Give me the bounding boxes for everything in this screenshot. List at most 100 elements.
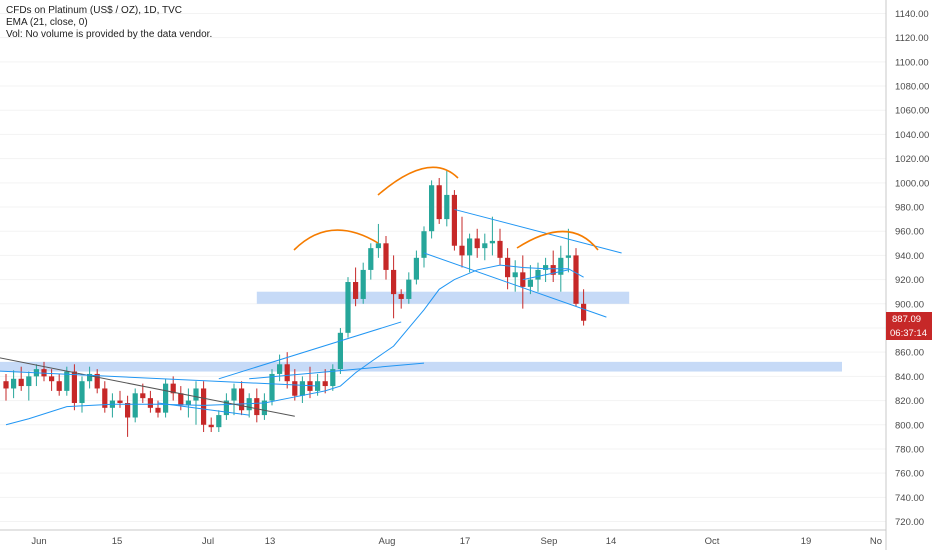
candle-body <box>26 376 32 387</box>
candle-body <box>474 238 480 249</box>
x-tick-label: 14 <box>606 536 617 547</box>
candle <box>474 228 480 258</box>
candle-body <box>87 373 93 382</box>
candle-body <box>375 243 381 249</box>
candle <box>26 371 32 401</box>
price-axis[interactable]: 1140.00 1120.00 1100.00 1080.00 1060.00 1040.… <box>895 9 929 528</box>
y-tick-label: 800.00 <box>895 420 924 431</box>
candle <box>231 383 237 416</box>
time-axis[interactable]: Jun 15 Jul 13 Aug 17 Sep 14 Oct 19 No <box>31 536 882 547</box>
candle-body <box>383 243 389 270</box>
y-tick-label: 1040.00 <box>895 130 929 141</box>
candle-body <box>239 388 245 411</box>
candle-body <box>421 231 427 258</box>
candle-body <box>489 240 495 244</box>
candle-body <box>132 393 138 418</box>
candle-body <box>155 407 161 413</box>
y-tick-label: 1020.00 <box>895 154 929 165</box>
candle <box>535 262 541 292</box>
candle-body <box>71 371 77 403</box>
candle <box>125 395 131 437</box>
y-tick-label: 940.00 <box>895 251 924 262</box>
arc-annotation <box>293 229 379 251</box>
candle <box>254 388 260 423</box>
candle-body <box>398 294 404 299</box>
candle <box>406 272 412 304</box>
candle <box>163 378 169 418</box>
y-tick-label: 740.00 <box>895 493 924 504</box>
y-tick-label: 1060.00 <box>895 106 929 117</box>
candle-body <box>413 257 419 280</box>
candle-body <box>505 257 511 278</box>
candle-body <box>94 373 100 389</box>
chart-legend: CFDs on Platinum (US$ / OZ), 1D, TVC EMA… <box>6 5 212 41</box>
trend-line <box>157 402 250 416</box>
candle-body <box>550 265 556 275</box>
y-tick-label: 840.00 <box>895 372 924 383</box>
candle-body <box>543 265 549 270</box>
candle <box>208 417 214 433</box>
candle-body <box>79 381 85 403</box>
trend-line <box>423 252 607 318</box>
candle <box>467 233 473 273</box>
candle <box>109 393 115 418</box>
candle <box>11 370 17 399</box>
candle <box>147 390 153 413</box>
candle-body <box>201 388 207 425</box>
candle-body <box>18 378 24 387</box>
candle-body <box>208 424 214 428</box>
candle-body <box>406 279 412 299</box>
last-price-tag-bg <box>886 312 932 326</box>
candle-body <box>353 282 359 299</box>
head-shoulders-arcs <box>293 166 599 251</box>
candle <box>497 228 503 266</box>
support-zone <box>0 361 842 372</box>
candle-body <box>527 279 533 287</box>
horizontal-grid <box>0 12 886 523</box>
candle <box>132 388 138 423</box>
candle <box>170 376 176 401</box>
candle-body <box>391 269 397 295</box>
candle <box>391 255 397 319</box>
candle <box>573 248 579 307</box>
candle-body <box>125 402 131 418</box>
candle <box>337 327 343 374</box>
candle-body <box>337 332 343 370</box>
candle-body <box>467 238 473 256</box>
symbol-title[interactable]: CFDs on Platinum (US$ / OZ), 1D, TVC <box>6 5 182 16</box>
candle-body <box>277 364 283 374</box>
candle-body <box>140 393 146 399</box>
candle <box>322 369 328 394</box>
arc-annotation <box>516 230 599 251</box>
y-tick-label: 1000.00 <box>895 178 929 189</box>
candle <box>102 381 108 413</box>
trend-line <box>522 269 569 281</box>
candle-body <box>368 248 374 270</box>
candle <box>49 369 55 391</box>
candle-body <box>565 255 571 258</box>
ema-legend[interactable]: EMA (21, close, 0) <box>6 17 88 28</box>
candle-body <box>178 393 184 406</box>
candle <box>482 233 488 261</box>
candle-body <box>231 388 237 401</box>
candle-body <box>246 398 252 411</box>
candle <box>18 366 24 391</box>
candle-body <box>64 371 70 391</box>
candle <box>185 388 191 418</box>
y-tick-label: 1120.00 <box>895 33 929 44</box>
candle-body <box>429 185 435 232</box>
ema-path <box>5 264 584 426</box>
y-tick-label: 900.00 <box>895 299 924 310</box>
candle-body <box>269 373 275 401</box>
candle-body <box>193 388 199 401</box>
candle <box>436 177 442 224</box>
y-tick-label: 1100.00 <box>895 57 929 68</box>
candle <box>277 354 283 382</box>
candle <box>71 364 77 411</box>
x-tick-label: 17 <box>460 536 471 547</box>
candle <box>269 369 275 406</box>
candle <box>56 373 62 396</box>
candle-body <box>3 381 9 389</box>
candle <box>284 352 290 389</box>
